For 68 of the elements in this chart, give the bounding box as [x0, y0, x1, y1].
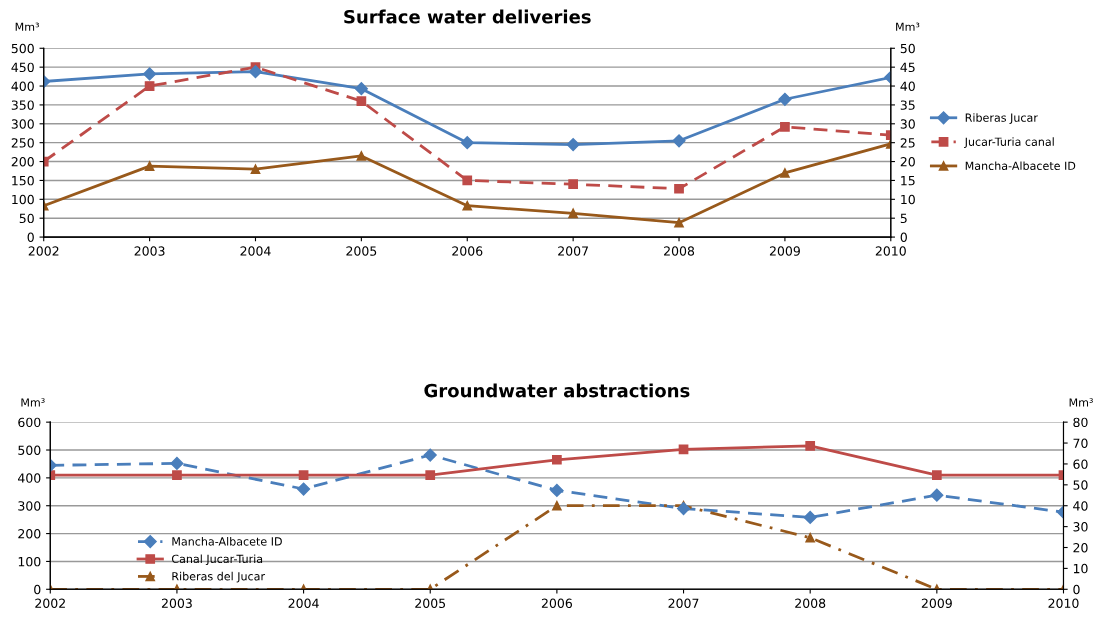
y-tick-label: 300 [11, 119, 34, 129]
y2-tick-label: 30 [900, 119, 915, 129]
y2-tick-label: 45 [900, 62, 915, 73]
y-tick-label: 350 [11, 100, 34, 110]
y2-tick-label: 20 [1073, 542, 1088, 553]
y-tick-label: 0 [34, 584, 41, 595]
y-tick-label: 400 [11, 81, 34, 91]
y2-tick-label: 0 [1073, 584, 1080, 595]
y-tick-label: 400 [18, 473, 41, 483]
x-tick-label: 2003 [134, 246, 165, 256]
x-tick-label: 2004 [288, 598, 319, 608]
y2-tick-label: 40 [1073, 501, 1088, 511]
y-tick-label: 500 [18, 445, 41, 455]
x-tick-label: 2010 [1048, 598, 1079, 608]
y-tick-label: 600 [18, 417, 41, 428]
x-tick-label: 2002 [35, 598, 65, 608]
y2-tick-label: 30 [1073, 522, 1088, 532]
legend-label: Jucar-Turia canal [964, 137, 1054, 148]
legend-label: Mancha-Albacete ID [965, 161, 1076, 170]
legend-label: Riberas del Jucar [172, 571, 266, 583]
legend-label: Mancha-Albacete ID [172, 537, 282, 546]
y2-tick-label: 10 [901, 194, 915, 205]
y-tick-label: 450 [11, 62, 34, 73]
x-tick-label: 2009 [921, 598, 952, 608]
y2-tick-label: 70 [1073, 438, 1088, 448]
y2-tick-label: 15 [901, 176, 915, 186]
y-tick-label: 500 [11, 43, 34, 54]
x-tick-label: 2002 [28, 246, 59, 256]
x-tick-label: 2003 [161, 598, 192, 608]
y2-axis-title: Mm³ [1069, 398, 1093, 407]
x-tick-label: 2008 [664, 246, 695, 256]
y2-tick-label: 10 [1073, 563, 1088, 574]
chart-title: Surface water deliveries [344, 9, 591, 24]
x-tick-label: 2006 [452, 246, 483, 256]
x-tick-label: 2008 [795, 598, 826, 608]
x-tick-label: 2006 [541, 598, 572, 608]
x-tick-label: 2004 [240, 246, 271, 256]
y2-tick-label: 20 [900, 157, 915, 167]
y-tick-label: 200 [11, 157, 34, 167]
y-tick-label: 250 [11, 138, 34, 148]
y2-tick-label: 50 [1073, 480, 1088, 490]
y2-tick-label: 80 [1073, 417, 1088, 428]
y-tick-label: 200 [18, 529, 41, 539]
x-tick-label: 2007 [668, 598, 699, 608]
y2-tick-label: 60 [1073, 459, 1088, 469]
y2-tick-label: 25 [900, 138, 915, 148]
chart-title: Groundwater abstractions [424, 383, 690, 398]
x-tick-label: 2007 [558, 246, 588, 256]
y-tick-label: 100 [18, 556, 41, 567]
legend-label: Canal Jucar-Turia [171, 554, 263, 566]
y2-tick-label: 5 [900, 213, 907, 224]
legend-label: Riberas Jucar [965, 113, 1038, 124]
x-tick-label: 2005 [415, 598, 446, 608]
y2-axis-title: Mm³ [896, 22, 920, 31]
y2-tick-label: 0 [900, 232, 907, 242]
y-tick-label: 50 [19, 213, 34, 224]
y-axis-title: Mm³ [15, 22, 39, 31]
y-tick-label: 100 [12, 194, 34, 205]
y-tick-label: 0 [27, 232, 34, 242]
x-tick-label: 2005 [346, 246, 377, 256]
y-axis-title: Mm³ [21, 398, 45, 407]
x-tick-label: 2009 [769, 246, 800, 256]
y-tick-label: 150 [12, 175, 34, 186]
x-tick-label: 2010 [875, 246, 906, 256]
y2-tick-label: 40 [900, 81, 915, 91]
y2-tick-label: 50 [900, 43, 915, 54]
y2-tick-label: 35 [900, 100, 915, 110]
y-tick-label: 300 [18, 501, 41, 511]
